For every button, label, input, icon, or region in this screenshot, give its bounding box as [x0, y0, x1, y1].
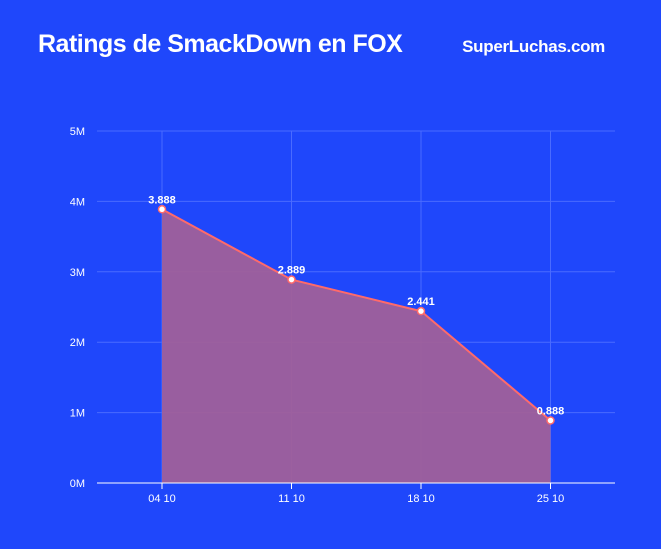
data-point [416, 306, 426, 316]
area-fill [162, 209, 551, 484]
x-tick-label: 18 10 [407, 493, 435, 505]
data-point [546, 416, 555, 425]
series-line [161, 208, 552, 422]
data-point [287, 275, 296, 284]
x-tick-label: 25 10 [537, 493, 565, 505]
y-tick-label: 4M [70, 196, 85, 208]
y-tick-label: 3M [70, 267, 85, 279]
data-point [157, 205, 167, 214]
x-tick-label: 04 10 [148, 493, 176, 505]
axes: 0M 1M 2M 3M 4M 5M 04 10 11 10 18 10 25 10 [70, 126, 615, 505]
data-label: 0.888 [537, 405, 565, 417]
y-tick-label: 2M [70, 337, 85, 349]
brand-link[interactable]: SuperLuchas.com [462, 37, 605, 56]
data-label: 2.441 [407, 296, 435, 308]
x-tick-label: 11 10 [278, 493, 305, 505]
data-label: 3.888 [148, 194, 176, 206]
data-label: 2.889 [278, 265, 306, 277]
y-tick-label: 0M [70, 478, 85, 490]
y-tick-label: 5M [70, 126, 85, 138]
y-tick-label: 1M [70, 408, 85, 420]
chart-title: Ratings de SmackDown en FOX [38, 30, 403, 58]
data-points [157, 205, 555, 425]
data-labels: 3.888 2.889 2.441 0.888 [148, 194, 564, 417]
series-area [161, 208, 552, 484]
